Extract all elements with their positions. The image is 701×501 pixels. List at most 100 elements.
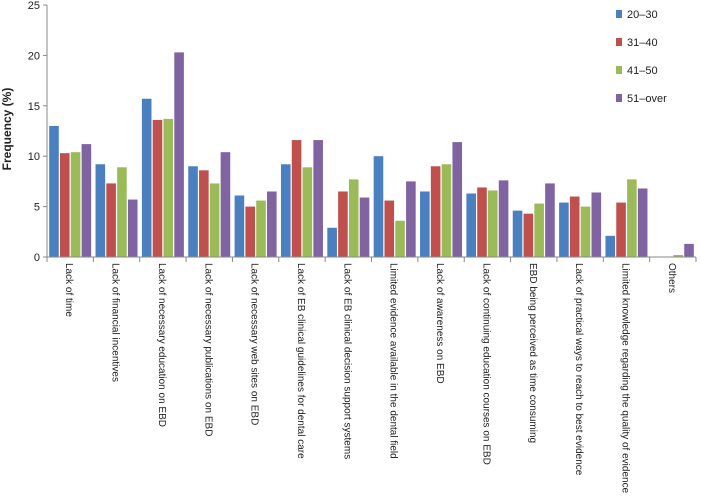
x-tick-label: Lack of necessary publications on EBD bbox=[202, 263, 213, 436]
bar bbox=[534, 203, 544, 257]
bar bbox=[591, 192, 602, 257]
x-tick-label-group: Lack of continuing education courses on … bbox=[480, 263, 491, 465]
x-tick-label: Limited knowledge regarding the quality … bbox=[619, 263, 630, 494]
bar bbox=[327, 227, 337, 257]
x-tick-label-group: Lack of EB clinical guidelines for denta… bbox=[295, 263, 306, 459]
bar bbox=[512, 210, 523, 257]
legend-swatch bbox=[616, 38, 622, 46]
x-tick-label: Lack of necessary web sites on EBD bbox=[249, 263, 260, 425]
bar bbox=[117, 167, 127, 257]
axes-group bbox=[46, 5, 697, 262]
bar bbox=[267, 191, 277, 257]
x-tick-label: Lack of necessary education on EBD bbox=[156, 263, 167, 427]
x-tick-label-group: Lack of time bbox=[63, 263, 74, 317]
bar bbox=[395, 220, 405, 257]
bar bbox=[174, 52, 184, 257]
y-axis-title-group: Frequency (%) bbox=[0, 88, 14, 171]
legend-swatch bbox=[616, 10, 622, 18]
legend-swatch bbox=[616, 94, 622, 102]
bar bbox=[245, 206, 256, 257]
bar bbox=[487, 190, 498, 257]
bar bbox=[637, 188, 648, 257]
bar bbox=[302, 167, 313, 257]
bar bbox=[199, 170, 209, 257]
x-tick-label: Others bbox=[666, 263, 677, 293]
bar bbox=[498, 180, 509, 257]
x-tick-label: Lack of awareness on EBD bbox=[434, 263, 445, 384]
legend-label: 51–over bbox=[627, 93, 667, 105]
x-tick-label: EBD being perceived as time consuming bbox=[527, 263, 538, 443]
bar bbox=[338, 191, 348, 257]
y-tick-label: 15 bbox=[28, 101, 40, 113]
bar bbox=[523, 213, 534, 257]
x-tick-label-group: Lack of necessary web sites on EBD bbox=[249, 263, 260, 425]
bar bbox=[359, 197, 370, 257]
bar bbox=[559, 202, 569, 257]
bar bbox=[673, 254, 684, 257]
bar bbox=[545, 183, 555, 257]
legend-label: 20–30 bbox=[627, 9, 658, 21]
bar bbox=[477, 187, 487, 257]
bar bbox=[627, 179, 637, 257]
bar bbox=[209, 183, 220, 257]
bar bbox=[70, 152, 81, 257]
x-tick-label-group: Lack of necessary publications on EBD bbox=[202, 263, 213, 436]
bar bbox=[256, 200, 266, 257]
bar bbox=[280, 164, 291, 257]
bar bbox=[291, 140, 302, 257]
y-tick-label: 20 bbox=[28, 50, 40, 62]
bar bbox=[373, 156, 384, 257]
x-tick-label-group: Lack of EB clinical decision support sys… bbox=[341, 263, 352, 459]
y-tick-label: 25 bbox=[28, 0, 40, 12]
y-tick-label: 0 bbox=[34, 252, 40, 264]
bar bbox=[220, 152, 231, 257]
bar bbox=[430, 166, 441, 257]
bars-group bbox=[49, 52, 694, 258]
x-tick-label: Lack of EB clinical guidelines for denta… bbox=[295, 263, 306, 459]
bar bbox=[684, 243, 694, 257]
bar bbox=[580, 206, 591, 257]
x-tick-label: Lack of continuing education courses on … bbox=[480, 263, 491, 465]
y-axis-ticks: 0 5 10 15 20 25 bbox=[28, 0, 47, 264]
x-tick-label-group: Lack of awareness on EBD bbox=[434, 263, 445, 384]
bar bbox=[81, 144, 92, 257]
bar bbox=[348, 179, 359, 257]
x-axis-labels: Lack of time Lack of financial incentives… bbox=[63, 263, 677, 494]
y-tick-label: 5 bbox=[34, 202, 40, 214]
x-tick-label-group: Lack of practical ways to reach to best … bbox=[573, 263, 584, 476]
legend-label: 31–40 bbox=[627, 37, 658, 49]
bar bbox=[605, 235, 616, 257]
legend: 20–30 31–40 41–50 51–over bbox=[616, 9, 667, 105]
bar bbox=[49, 125, 59, 258]
x-tick-label-group: Limited evidence available in the dental… bbox=[388, 263, 399, 459]
bar bbox=[452, 142, 463, 257]
bar bbox=[188, 166, 198, 257]
y-tick-label: 10 bbox=[28, 151, 40, 163]
x-tick-label: Lack of time bbox=[63, 263, 74, 317]
bar bbox=[234, 195, 245, 257]
x-tick-label-group: Limited knowledge regarding the quality … bbox=[619, 263, 630, 494]
bar bbox=[313, 140, 323, 257]
bar bbox=[406, 181, 416, 257]
legend-swatch bbox=[616, 66, 622, 74]
bar bbox=[384, 200, 395, 257]
bar bbox=[466, 193, 476, 257]
bar bbox=[106, 183, 116, 257]
y-axis-title: Frequency (%) bbox=[0, 88, 14, 171]
bar bbox=[127, 199, 138, 257]
x-tick-label-group: Lack of necessary education on EBD bbox=[156, 263, 167, 427]
legend-label: 41–50 bbox=[627, 65, 658, 77]
x-tick-label-group: Others bbox=[666, 263, 677, 293]
x-tick-label: Lack of EB clinical decision support sys… bbox=[341, 263, 352, 459]
bar bbox=[616, 202, 626, 257]
bar bbox=[95, 164, 106, 257]
x-tick-label-group: Lack of financial incentives bbox=[110, 263, 121, 382]
bar bbox=[420, 191, 430, 257]
x-tick-label-group: EBD being perceived as time consuming bbox=[527, 263, 538, 443]
x-tick-label: Lack of financial incentives bbox=[110, 263, 121, 382]
x-tick-label: Lack of practical ways to reach to best … bbox=[573, 263, 584, 476]
bar bbox=[441, 164, 452, 257]
bar bbox=[163, 118, 174, 258]
